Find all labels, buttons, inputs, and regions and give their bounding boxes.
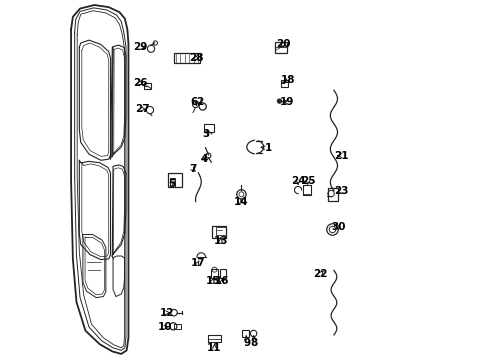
Text: 24: 24 xyxy=(291,176,305,186)
Text: 22: 22 xyxy=(313,269,327,279)
Text: 21: 21 xyxy=(334,150,348,161)
Bar xyxy=(216,227,225,235)
Bar xyxy=(328,188,338,201)
Text: 9: 9 xyxy=(243,335,250,348)
Bar xyxy=(303,185,311,195)
Bar xyxy=(168,173,182,187)
Text: 12: 12 xyxy=(160,308,174,318)
Bar xyxy=(275,42,287,53)
Text: 19: 19 xyxy=(280,97,294,107)
Bar xyxy=(144,84,151,89)
Text: 29: 29 xyxy=(133,42,147,52)
Bar xyxy=(208,334,221,342)
Bar xyxy=(281,80,288,87)
Text: 27: 27 xyxy=(135,104,150,114)
Text: 5: 5 xyxy=(168,179,175,189)
Bar xyxy=(170,179,175,187)
Text: 23: 23 xyxy=(334,186,348,197)
Text: 8: 8 xyxy=(251,335,258,348)
Text: 3: 3 xyxy=(202,129,209,139)
Text: 16: 16 xyxy=(215,276,229,286)
Text: 7: 7 xyxy=(189,164,196,174)
Bar xyxy=(174,53,200,63)
Circle shape xyxy=(277,99,282,103)
Bar xyxy=(211,269,219,278)
Text: 15: 15 xyxy=(205,276,220,286)
Text: 30: 30 xyxy=(332,222,346,232)
Bar xyxy=(212,226,226,238)
Bar xyxy=(174,324,181,329)
Bar xyxy=(220,269,225,278)
Bar xyxy=(243,330,249,337)
Text: 10: 10 xyxy=(158,322,172,332)
Text: 26: 26 xyxy=(133,78,147,88)
Text: 6: 6 xyxy=(191,97,197,107)
Text: 13: 13 xyxy=(213,236,228,246)
Text: 28: 28 xyxy=(189,53,203,63)
Text: 25: 25 xyxy=(301,176,316,186)
Text: 1: 1 xyxy=(261,143,272,153)
Text: 4: 4 xyxy=(200,154,207,164)
Text: 14: 14 xyxy=(234,197,249,207)
Text: 17: 17 xyxy=(190,258,205,268)
Text: 20: 20 xyxy=(276,40,291,49)
Text: 18: 18 xyxy=(281,75,295,85)
Text: 11: 11 xyxy=(207,343,222,353)
Text: 2: 2 xyxy=(196,97,204,107)
Bar xyxy=(204,125,214,132)
